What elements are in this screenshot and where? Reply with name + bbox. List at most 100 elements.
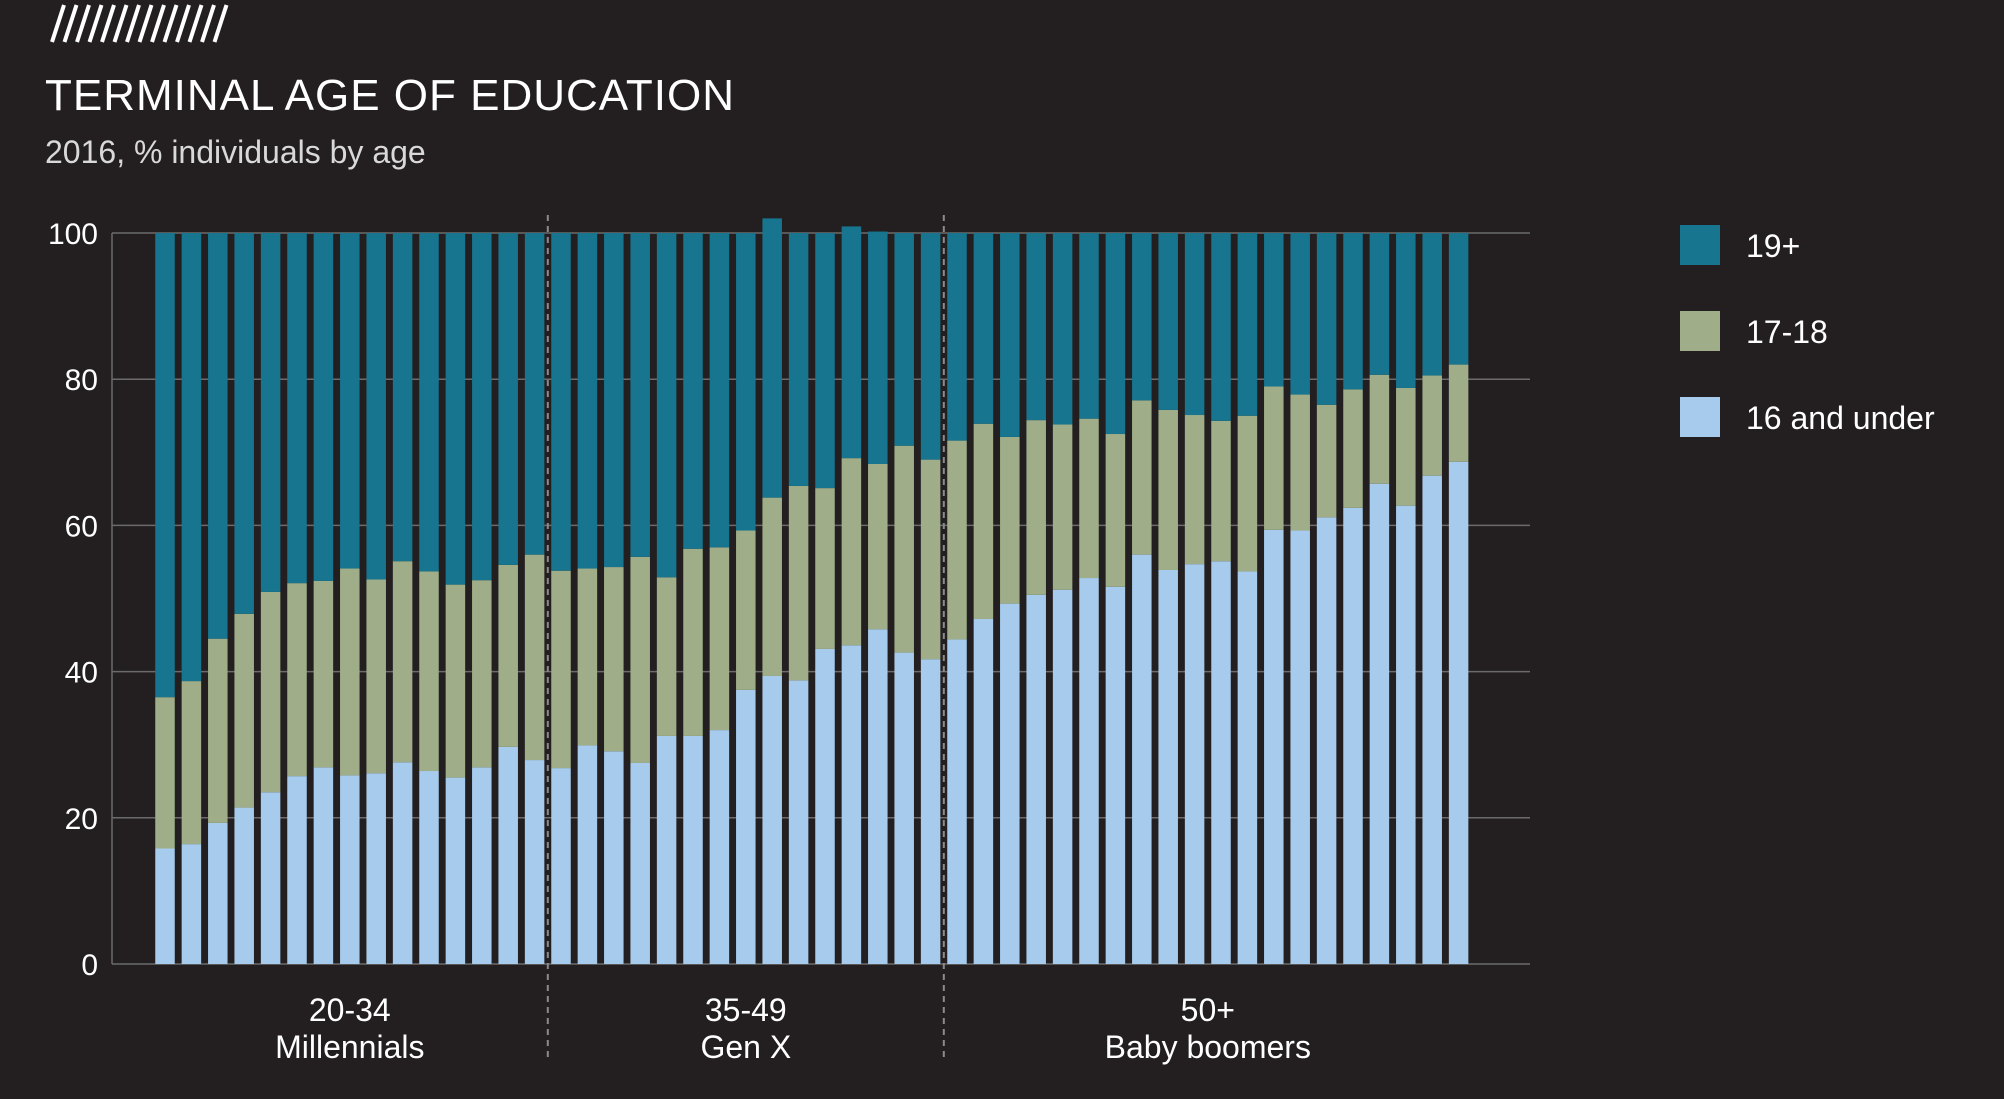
bar-segment: [947, 233, 967, 441]
legend-swatch: [1680, 225, 1720, 265]
bar-segment: [762, 675, 782, 964]
hatch-stroke: [112, 4, 129, 43]
bar-segment: [234, 807, 254, 964]
bar-segment: [1132, 400, 1152, 555]
hatch-stroke: [212, 4, 229, 43]
bar-segment: [287, 583, 307, 777]
hatch-stroke: [175, 4, 191, 43]
bar-segment: [287, 776, 307, 964]
bar-segment: [1448, 233, 1469, 365]
hatch-stroke: [187, 4, 204, 43]
bar-segment: [577, 568, 598, 746]
bar-segment: [1396, 387, 1416, 506]
group-label-name: Millennials: [275, 1029, 424, 1065]
bar-segment: [419, 233, 439, 572]
bar-segment: [524, 233, 545, 555]
bar-segment: [656, 735, 677, 964]
bar-segment: [1264, 386, 1284, 530]
bar-segment: [736, 233, 756, 531]
bar-segment: [604, 751, 624, 964]
hatch-stroke: [200, 4, 216, 43]
bar-segment: [630, 233, 650, 557]
bar-segment: [445, 777, 466, 964]
hatch-stroke: [50, 4, 66, 43]
hatch-stroke: [125, 4, 141, 43]
bar-segment: [630, 762, 650, 964]
bar-segment: [419, 571, 439, 772]
bar-segment: [287, 233, 307, 584]
legend: 19+ 17-18 16 and under: [1680, 225, 1935, 437]
bar-segment: [498, 233, 518, 565]
bar-segment: [392, 561, 413, 763]
group-label-name: Baby boomers: [1105, 1029, 1311, 1065]
bar-segment: [920, 459, 941, 660]
bar-segment: [1316, 404, 1337, 518]
bar-segment: [340, 775, 360, 964]
bar-segment: [1343, 389, 1363, 508]
bar-segment: [366, 773, 386, 964]
bar-segment: [894, 445, 914, 653]
bar-segment: [313, 233, 334, 581]
bar-segment: [181, 681, 202, 845]
bar-segment: [656, 577, 677, 736]
bar-segment: [234, 233, 254, 614]
bar-segment: [973, 618, 994, 964]
bar-segment: [1316, 517, 1337, 964]
bar-segment: [445, 584, 466, 778]
bar-area: [155, 218, 1469, 965]
bar-segment: [551, 768, 571, 964]
bar-segment: [762, 497, 782, 676]
bar-segment: [1132, 554, 1152, 964]
bar-segment: [260, 792, 281, 964]
bar-segment: [868, 464, 888, 630]
bar-segment: [973, 423, 994, 619]
bar-segment: [1052, 589, 1073, 964]
bar-segment: [604, 233, 624, 568]
group-label-age: 50+: [1181, 992, 1235, 1028]
bar-segment: [1052, 233, 1073, 425]
bar-segment: [788, 680, 809, 964]
bar-segment: [788, 485, 809, 681]
bar-segment: [841, 645, 862, 964]
bar-segment: [1396, 505, 1416, 964]
bar-segment: [1316, 233, 1337, 405]
hatch-stroke: [100, 4, 116, 43]
legend-swatch: [1680, 397, 1720, 437]
hatch-stroke: [87, 4, 104, 43]
bar-segment: [709, 547, 730, 731]
bar-segment: [551, 233, 571, 571]
bar-segment: [1211, 233, 1231, 421]
bar-segment: [947, 440, 967, 640]
bar-segment: [1237, 415, 1258, 572]
bar-segment: [1079, 418, 1099, 579]
bar-segment: [1422, 233, 1442, 376]
bar-segment: [1079, 578, 1099, 964]
group-label-name: Gen X: [700, 1029, 791, 1065]
bar-segment: [1026, 233, 1046, 421]
legend-label: 19+: [1746, 228, 1800, 264]
bar-segment: [1211, 561, 1231, 964]
bar-segment: [1264, 233, 1284, 387]
bar-segment: [868, 629, 888, 964]
bar-segment: [1448, 364, 1469, 462]
bar-segment: [683, 548, 703, 736]
bar-segment: [683, 735, 703, 964]
bar-segment: [1290, 394, 1310, 531]
bar-segment: [630, 556, 650, 763]
bar-segment: [208, 233, 228, 639]
bar-segment: [841, 226, 862, 459]
bar-segment: [920, 233, 941, 460]
y-tick-label: 100: [48, 218, 98, 251]
bar-segment: [1026, 594, 1046, 964]
group-dividers: [546, 215, 945, 1060]
bar-segment: [920, 659, 941, 964]
bar-segment: [815, 488, 835, 649]
bar-segment: [1237, 233, 1258, 416]
bar-segment: [1290, 233, 1310, 395]
bar-segment: [551, 570, 571, 769]
y-tick-label: 20: [65, 803, 98, 836]
bar-segment: [1026, 420, 1046, 595]
bar-segment: [1369, 374, 1390, 484]
